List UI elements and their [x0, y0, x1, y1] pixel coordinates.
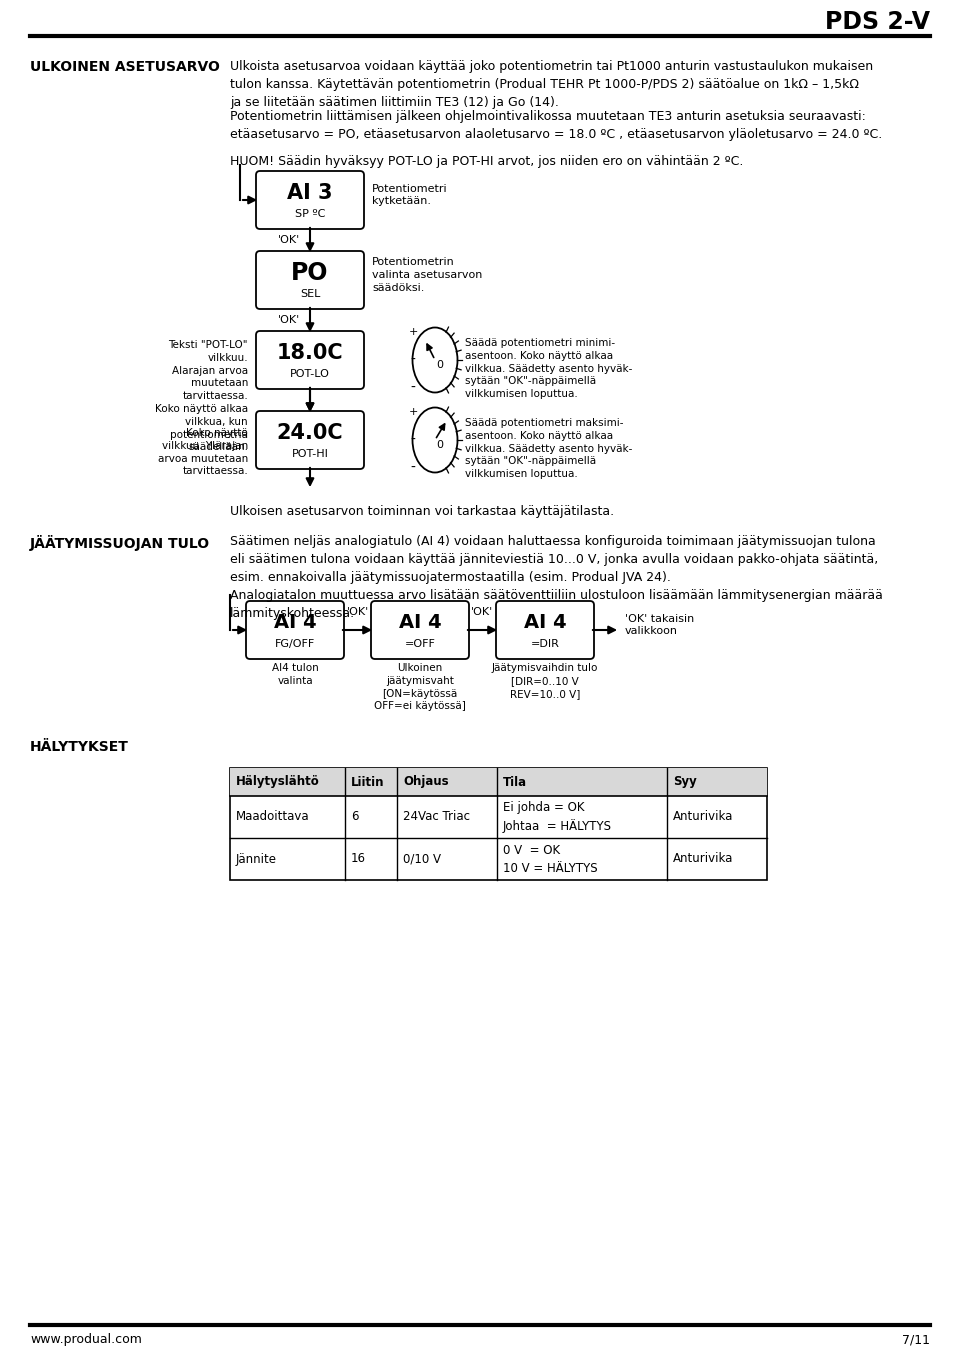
Text: Maadoittava: Maadoittava [236, 811, 310, 823]
Text: 7/11: 7/11 [902, 1334, 930, 1347]
Text: 0: 0 [437, 360, 444, 369]
Text: 'OK': 'OK' [347, 607, 369, 617]
Text: Anturivika: Anturivika [673, 853, 733, 865]
Text: Potentiometri
kytketään.: Potentiometri kytketään. [372, 185, 447, 206]
Text: -: - [411, 353, 416, 367]
Text: FG/OFF: FG/OFF [275, 640, 315, 649]
Text: Tila: Tila [503, 775, 527, 789]
Text: 'OK': 'OK' [277, 235, 300, 244]
Text: Liitin: Liitin [351, 775, 385, 789]
Text: 24.0C: 24.0C [276, 422, 344, 443]
FancyBboxPatch shape [246, 602, 344, 659]
Text: AI4 tulon
valinta: AI4 tulon valinta [272, 663, 319, 686]
Text: -: - [411, 433, 416, 447]
Text: SEL: SEL [300, 289, 321, 299]
FancyBboxPatch shape [496, 602, 594, 659]
Text: AI 4: AI 4 [274, 614, 316, 633]
Bar [230, 769, 767, 880]
Text: 16: 16 [351, 853, 366, 865]
Text: Ohjaus: Ohjaus [403, 775, 448, 789]
Text: POT-LO: POT-LO [290, 369, 330, 379]
Bar [230, 769, 767, 796]
Text: POT-HI: POT-HI [292, 449, 328, 459]
Text: Potentiometrin liittämisen jälkeen ohjelmointivalikossa muutetaan TE3 anturin as: Potentiometrin liittämisen jälkeen ohjel… [230, 110, 882, 141]
Text: 'OK': 'OK' [471, 607, 493, 617]
FancyBboxPatch shape [256, 171, 364, 230]
Text: Ulkoinen
jäätymisvaht
[ON=käytössä
OFF=ei käytössä]: Ulkoinen jäätymisvaht [ON=käytössä OFF=e… [374, 663, 466, 712]
FancyBboxPatch shape [371, 602, 469, 659]
Text: +: + [408, 407, 418, 417]
Text: -: - [411, 382, 416, 395]
Text: 'OK' takaisin
valikkoon: 'OK' takaisin valikkoon [625, 614, 694, 637]
Text: AI 4: AI 4 [398, 614, 442, 633]
Text: -: - [411, 460, 416, 475]
Text: HÄLYTYKSET: HÄLYTYKSET [30, 740, 129, 754]
Text: Koko näyttö
vilkkuu. Ylärajan
arvoa muutetaan
tarvittaessa.: Koko näyttö vilkkuu. Ylärajan arvoa muut… [157, 428, 248, 477]
Text: Säädä potentiometri minimi-
asentoon. Koko näyttö alkaa
vilkkua. Säädetty asento: Säädä potentiometri minimi- asentoon. Ko… [465, 338, 633, 399]
Text: 'OK': 'OK' [277, 315, 300, 325]
Text: =OFF: =OFF [404, 640, 436, 649]
Text: Anturivika: Anturivika [673, 811, 733, 823]
Text: Teksti "POT-LO"
vilkkuu.
Alarajan arvoa
muutetaan
tarvittaessa.
Koko näyttö alka: Teksti "POT-LO" vilkkuu. Alarajan arvoa … [155, 340, 248, 452]
Text: PO: PO [291, 261, 328, 285]
Text: AI 3: AI 3 [287, 183, 333, 202]
Text: 0/10 V: 0/10 V [403, 853, 441, 865]
Text: 0: 0 [437, 440, 444, 449]
Text: Säätimen neljäs analogiatulo (AI 4) voidaan haluttaessa konfiguroida toimimaan j: Säätimen neljäs analogiatulo (AI 4) void… [230, 535, 883, 621]
Text: Ulkoista asetusarvoa voidaan käyttää joko potentiometrin tai Pt1000 anturin vast: Ulkoista asetusarvoa voidaan käyttää jok… [230, 60, 874, 109]
Text: 6: 6 [351, 811, 358, 823]
Text: JÄÄTYMISSUOJAN TULO: JÄÄTYMISSUOJAN TULO [30, 535, 210, 551]
Text: Jännite: Jännite [236, 853, 277, 865]
FancyBboxPatch shape [256, 251, 364, 310]
Text: ULKOINEN ASETUSARVO: ULKOINEN ASETUSARVO [30, 60, 220, 73]
FancyBboxPatch shape [256, 331, 364, 388]
Text: www.produal.com: www.produal.com [30, 1334, 142, 1347]
Text: PDS 2-V: PDS 2-V [825, 10, 930, 34]
Text: 18.0C: 18.0C [276, 344, 344, 363]
Text: Syy: Syy [673, 775, 697, 789]
Text: Hälytyslähtö: Hälytyslähtö [236, 775, 320, 789]
Text: SP ºC: SP ºC [295, 209, 325, 219]
Text: HUOM! Säädin hyväksyy POT-LO ja POT-HI arvot, jos niiden ero on vähintään 2 ºC.: HUOM! Säädin hyväksyy POT-LO ja POT-HI a… [230, 155, 743, 168]
Text: =DIR: =DIR [531, 640, 560, 649]
Text: AI 4: AI 4 [524, 614, 566, 633]
Text: Ei johda = OK
Johtaa  = HÄLYTYS: Ei johda = OK Johtaa = HÄLYTYS [503, 801, 612, 834]
Text: Säädä potentiometri maksimi-
asentoon. Koko näyttö alkaa
vilkkua. Säädetty asent: Säädä potentiometri maksimi- asentoon. K… [465, 418, 633, 479]
Text: 24Vac Triac: 24Vac Triac [403, 811, 470, 823]
FancyBboxPatch shape [256, 411, 364, 469]
Text: Ulkoisen asetusarvon toiminnan voi tarkastaa käyttäjätilasta.: Ulkoisen asetusarvon toiminnan voi tarka… [230, 505, 614, 517]
Text: Potentiometrin
valinta asetusarvon
säädöksi.: Potentiometrin valinta asetusarvon säädö… [372, 257, 482, 293]
Text: 0 V  = OK
10 V = HÄLYTYS: 0 V = OK 10 V = HÄLYTYS [503, 843, 598, 875]
Text: +: + [408, 327, 418, 337]
Text: Jäätymisvaihdin tulo
[DIR=0..10 V
REV=10..0 V]: Jäätymisvaihdin tulo [DIR=0..10 V REV=10… [492, 663, 598, 698]
